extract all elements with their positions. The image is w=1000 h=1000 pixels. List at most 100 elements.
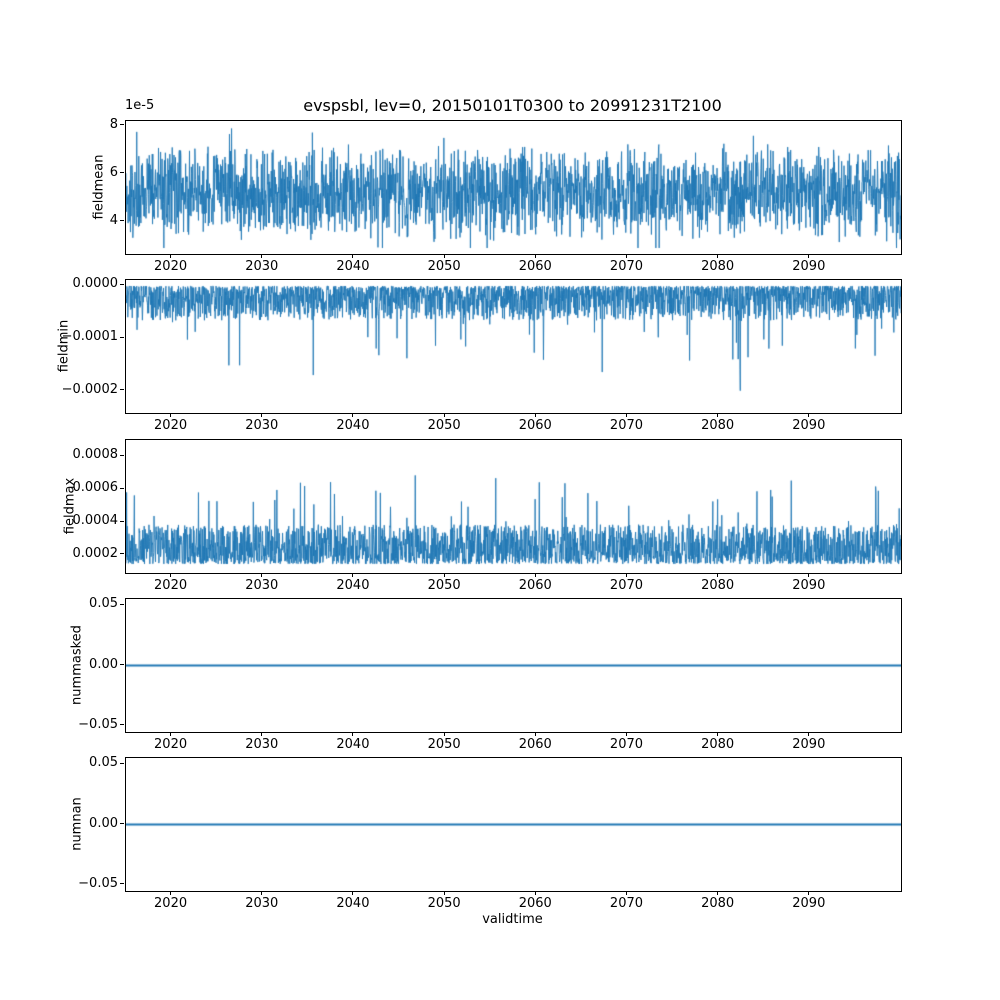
x-tick-mark bbox=[170, 732, 172, 736]
y-tick-mark bbox=[120, 487, 124, 489]
x-tick-label: 2040 bbox=[336, 578, 370, 593]
x-tick-mark bbox=[443, 413, 445, 417]
x-tick-label: 2050 bbox=[427, 259, 461, 274]
y-tick-label: 0.0000 bbox=[72, 276, 119, 292]
axes-nummasked bbox=[125, 598, 902, 733]
x-tick-label: 2060 bbox=[518, 259, 552, 274]
x-tick-label: 2060 bbox=[518, 896, 552, 911]
x-tick-mark bbox=[534, 891, 536, 895]
x-tick-mark bbox=[534, 732, 536, 736]
y-tick-label: −0.0002 bbox=[61, 381, 118, 397]
x-tick-label: 2060 bbox=[518, 737, 552, 752]
x-tick-mark bbox=[625, 573, 627, 577]
line-series-fieldmean bbox=[126, 121, 901, 254]
x-tick-label: 2090 bbox=[792, 896, 826, 911]
x-tick-mark bbox=[443, 254, 445, 258]
x-tick-label: 2080 bbox=[701, 259, 735, 274]
x-tick-mark bbox=[808, 413, 810, 417]
axes-numnan bbox=[125, 757, 902, 892]
x-tick-label: 2030 bbox=[245, 896, 279, 911]
ylabel-fieldmean: fieldmean bbox=[91, 154, 107, 219]
y-tick-label: −0.05 bbox=[78, 716, 118, 732]
x-tick-mark bbox=[170, 891, 172, 895]
y-tick-mark bbox=[120, 603, 124, 605]
x-tick-label: 2030 bbox=[245, 737, 279, 752]
x-tick-label: 2070 bbox=[609, 896, 644, 911]
x-tick-mark bbox=[534, 413, 536, 417]
x-tick-mark bbox=[170, 413, 172, 417]
x-tick-label: 2050 bbox=[427, 896, 461, 911]
x-tick-label: 2020 bbox=[154, 737, 188, 752]
y-tick-label: 8 bbox=[109, 116, 118, 132]
x-tick-label: 2020 bbox=[154, 259, 188, 274]
x-tick-label: 2090 bbox=[792, 259, 826, 274]
x-tick-mark bbox=[261, 254, 263, 258]
x-tick-label: 2080 bbox=[701, 737, 735, 752]
x-tick-label: 2030 bbox=[245, 418, 279, 433]
ylabel-numnan: numnan bbox=[69, 796, 85, 851]
x-axis-label: validtime bbox=[482, 912, 543, 927]
x-tick-label: 2030 bbox=[245, 578, 279, 593]
x-tick-label: 2040 bbox=[336, 259, 370, 274]
axes-fieldmean bbox=[125, 120, 902, 255]
y-tick-mark bbox=[120, 883, 124, 885]
x-tick-mark bbox=[261, 891, 263, 895]
line-series-nummasked bbox=[126, 599, 901, 732]
x-tick-label: 2080 bbox=[701, 896, 735, 911]
y-tick-label: 0.0006 bbox=[72, 480, 119, 496]
x-tick-label: 2050 bbox=[427, 578, 461, 593]
x-tick-label: 2020 bbox=[154, 418, 188, 433]
x-tick-label: 2060 bbox=[518, 578, 552, 593]
y-tick-label: 0.0004 bbox=[72, 513, 119, 529]
x-tick-mark bbox=[352, 573, 354, 577]
line-series-fieldmin bbox=[126, 280, 901, 413]
x-tick-label: 2070 bbox=[609, 259, 644, 274]
y-tick-label: 4 bbox=[109, 212, 118, 228]
x-tick-mark bbox=[808, 732, 810, 736]
x-tick-mark bbox=[534, 254, 536, 258]
x-tick-mark bbox=[261, 573, 263, 577]
ylabel-nummasked: nummasked bbox=[69, 624, 85, 705]
y-tick-label: 0.05 bbox=[89, 596, 118, 612]
x-tick-label: 2070 bbox=[609, 418, 644, 433]
y-tick-mark bbox=[120, 520, 124, 522]
x-tick-label: 2020 bbox=[154, 578, 188, 593]
x-tick-label: 2020 bbox=[154, 896, 188, 911]
y-tick-mark bbox=[120, 389, 124, 391]
x-tick-mark bbox=[625, 413, 627, 417]
x-tick-mark bbox=[717, 573, 719, 577]
x-tick-mark bbox=[625, 254, 627, 258]
axes-fieldmax bbox=[125, 439, 902, 574]
y-tick-mark bbox=[120, 172, 124, 174]
x-tick-mark bbox=[808, 254, 810, 258]
x-tick-mark bbox=[352, 732, 354, 736]
y-tick-label: −0.05 bbox=[78, 875, 118, 891]
y-tick-mark bbox=[120, 124, 124, 126]
x-tick-mark bbox=[717, 413, 719, 417]
x-tick-label: 2080 bbox=[701, 418, 735, 433]
y-tick-label: 0.00 bbox=[89, 815, 118, 831]
y-tick-mark bbox=[120, 724, 124, 726]
x-tick-label: 2040 bbox=[336, 896, 370, 911]
y-tick-label: 0.05 bbox=[89, 755, 118, 771]
x-tick-mark bbox=[443, 573, 445, 577]
x-tick-mark bbox=[717, 732, 719, 736]
x-tick-mark bbox=[717, 254, 719, 258]
x-tick-label: 2050 bbox=[427, 737, 461, 752]
x-tick-mark bbox=[717, 891, 719, 895]
axes-fieldmin bbox=[125, 279, 902, 414]
x-tick-label: 2070 bbox=[609, 737, 644, 752]
x-tick-label: 2090 bbox=[792, 418, 826, 433]
x-tick-mark bbox=[352, 254, 354, 258]
x-tick-label: 2080 bbox=[701, 578, 735, 593]
x-tick-mark bbox=[261, 413, 263, 417]
y-tick-mark bbox=[120, 220, 124, 222]
x-tick-label: 2030 bbox=[245, 259, 279, 274]
x-tick-label: 2070 bbox=[609, 578, 644, 593]
x-tick-mark bbox=[625, 891, 627, 895]
x-tick-label: 2060 bbox=[518, 418, 552, 433]
x-tick-mark bbox=[170, 573, 172, 577]
line-series-fieldmax bbox=[126, 440, 901, 573]
figure-title: evspsbl, lev=0, 20150101T0300 to 2099123… bbox=[303, 96, 722, 115]
